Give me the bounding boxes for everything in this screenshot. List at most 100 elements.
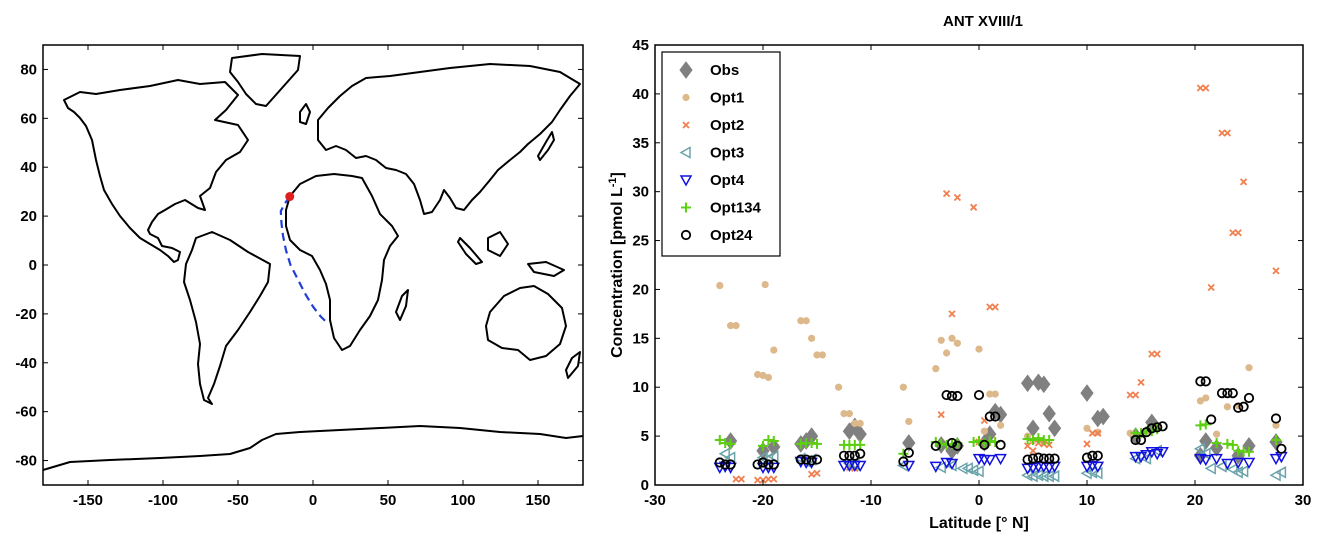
point-opt2 (732, 475, 740, 483)
point-opt1 (953, 339, 962, 347)
point-opt24 (984, 411, 995, 422)
point-opt24 (725, 459, 736, 470)
point-opt24 (1049, 453, 1060, 464)
legend-label: Opt4 (710, 172, 745, 189)
point-opt24 (1087, 450, 1098, 461)
point-opt2 (1239, 178, 1248, 186)
point-opt24 (1022, 454, 1033, 465)
point-opt134 (1244, 446, 1254, 457)
start-port-marker (285, 192, 295, 202)
point-opt2 (764, 475, 773, 483)
xtick-label: -10 (860, 492, 882, 509)
point-opt134 (812, 438, 822, 449)
point-obs (1042, 404, 1056, 423)
point-opt4 (902, 460, 916, 472)
point-opt24 (844, 450, 855, 461)
point-opt3 (718, 447, 730, 460)
point-opt4 (945, 458, 959, 471)
ytick-label: 40 (632, 86, 649, 103)
point-opt1 (899, 383, 908, 391)
point-opt3 (1139, 452, 1152, 465)
map-ytick-label: 40 (20, 159, 37, 176)
point-opt24 (1152, 422, 1163, 433)
point-opt2 (1029, 447, 1037, 455)
map-ytick-label: -60 (15, 404, 37, 421)
point-opt1 (732, 322, 740, 330)
point-opt3 (767, 450, 779, 463)
point-opt1 (813, 351, 821, 359)
point-opt24 (979, 439, 990, 451)
point-opt24 (1038, 453, 1049, 464)
point-opt3 (1269, 468, 1281, 482)
point-opt24 (855, 448, 866, 459)
coastline-africa (285, 173, 399, 351)
point-opt3 (1031, 468, 1044, 482)
legend-label: Opt1 (710, 90, 744, 107)
legend-entry-opt1: Opt1 (682, 90, 744, 107)
legend-marker (682, 93, 690, 102)
coastline-new-guinea (527, 261, 565, 277)
legend-marker (679, 146, 691, 159)
point-opt3 (1237, 465, 1249, 478)
point-opt3 (1204, 462, 1216, 475)
point-opt1 (997, 421, 1005, 429)
point-opt1 (1223, 403, 1231, 411)
coastline-borneo (487, 231, 509, 257)
legend-label: Opt3 (710, 145, 744, 162)
point-opt3 (1037, 469, 1049, 483)
map-axis-ticks: -150 -100 -50 0 50 100 150 -80 -60 -40 -20 0 20 40 60 8… (15, 45, 583, 509)
point-opt1 (1245, 364, 1253, 372)
map-frame (42, 44, 584, 486)
coastline-south-america (183, 231, 271, 405)
legend-marker (680, 229, 692, 241)
point-opt134 (1271, 435, 1281, 446)
map-xtick-label: 0 (309, 492, 317, 509)
point-opt24 (1238, 401, 1249, 412)
point-opt24 (1200, 376, 1211, 387)
point-opt24 (752, 459, 763, 470)
point-opt2 (1094, 429, 1102, 437)
point-opt24 (1081, 452, 1093, 463)
map-ytick-label: -20 (15, 306, 37, 323)
point-opt3 (756, 451, 768, 464)
legend-entry-opt2: Opt2 (682, 117, 744, 134)
point-opt24 (1276, 443, 1287, 454)
point-opt1 (932, 365, 940, 373)
coastline-eurasia (317, 63, 581, 215)
point-opt24 (946, 437, 958, 449)
point-opt2 (1207, 283, 1215, 292)
series-opt1 (716, 280, 1280, 446)
coastline-australia (485, 285, 567, 361)
coastline-north-america (63, 79, 249, 263)
point-opt24 (1227, 387, 1238, 399)
coastline-madagascar (395, 289, 409, 321)
ytick-label: 5 (641, 428, 649, 445)
point-opt2 (942, 189, 951, 198)
point-opt24 (714, 457, 725, 468)
point-opt1 (818, 351, 827, 359)
ytick-label: 10 (632, 379, 649, 396)
data-marks (713, 84, 1288, 484)
point-opt24 (801, 454, 812, 465)
point-opt24 (1270, 413, 1282, 424)
map-ytick-label: -80 (15, 453, 37, 470)
point-opt24 (990, 411, 1001, 422)
point-opt1 (802, 317, 810, 325)
point-opt4 (1140, 449, 1153, 462)
ytick-label: 35 (632, 135, 649, 152)
point-opt2 (753, 476, 762, 484)
point-opt134 (1227, 439, 1238, 450)
point-opt4 (1156, 447, 1169, 459)
point-opt24 (952, 390, 963, 402)
map-ytick-label: 0 (29, 257, 37, 274)
map-xtick-label: -50 (227, 492, 249, 509)
point-opt2 (948, 310, 956, 318)
point-opt24 (1233, 402, 1244, 413)
point-opt2 (969, 203, 978, 211)
point-opt134 (725, 438, 736, 449)
point-opt24 (1027, 453, 1039, 464)
point-opt24 (1206, 414, 1217, 425)
point-opt1 (975, 345, 983, 353)
point-opt2 (1126, 391, 1134, 399)
